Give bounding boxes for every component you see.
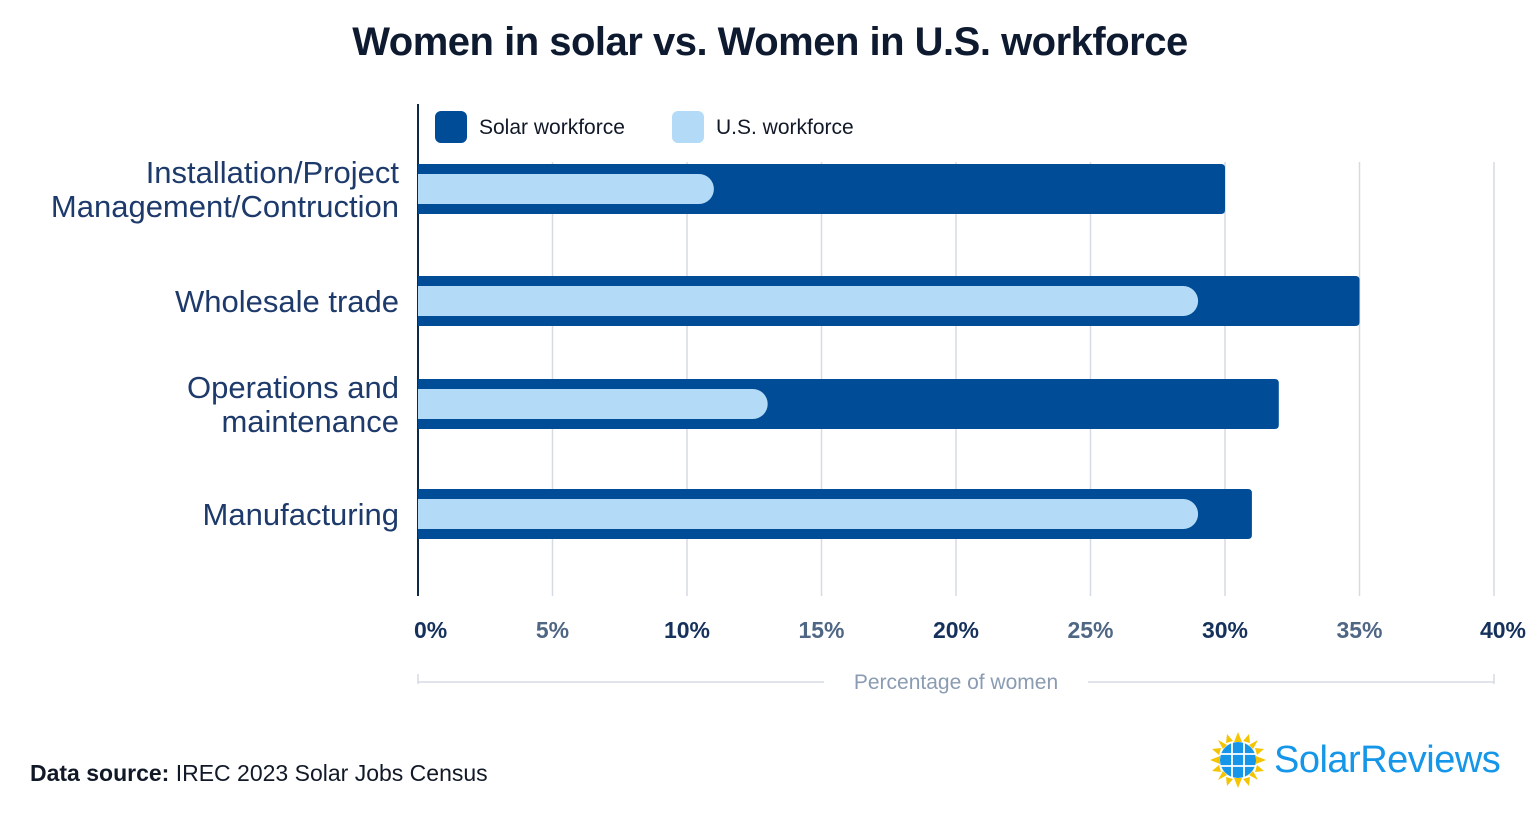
legend: Solar workforce U.S. workforce: [435, 111, 854, 143]
data-source-text: IREC 2023 Solar Jobs Census: [175, 760, 488, 786]
x-tick-label: 5%: [536, 617, 569, 643]
legend-swatch: [435, 111, 467, 143]
data-source-label: Data source:: [30, 760, 170, 786]
category-label: Wholesale trade: [175, 284, 399, 319]
legend-label: Solar workforce: [479, 116, 625, 139]
brand-name: SolarReviews: [1274, 738, 1501, 781]
brand-logo: SolarReviews: [1208, 728, 1501, 792]
x-tick-label: 0%: [414, 617, 447, 643]
data-source: Data source: IREC 2023 Solar Jobs Census: [30, 760, 488, 787]
x-tick-label: 10%: [664, 617, 710, 643]
x-tick-label: 40%: [1480, 617, 1526, 643]
x-tick-label: 30%: [1202, 617, 1248, 643]
bars: [418, 164, 1360, 539]
category-label: Manufacturing: [203, 497, 399, 532]
x-tick-label: 20%: [933, 617, 979, 643]
category-label: Operations and maintenance: [187, 370, 399, 439]
x-axis-title: Percentage of women: [854, 671, 1058, 694]
x-axis-title-group: Percentage of women: [417, 671, 1495, 694]
legend-label: U.S. workforce: [716, 116, 854, 139]
x-tick-label: 25%: [1067, 617, 1113, 643]
legend-swatch: [672, 111, 704, 143]
category-labels: Installation/Project Management/Contructi…: [51, 155, 399, 532]
bar-us-workforce: [418, 499, 1199, 529]
bar-us-workforce: [418, 174, 714, 204]
x-tick-labels: 0% 5% 10% 15% 20% 25% 30% 35% 40%: [414, 617, 1526, 643]
solar-panel-sun-icon: [1210, 732, 1266, 788]
category-label: Installation/Project Management/Contructi…: [51, 155, 399, 224]
bar-us-workforce: [418, 389, 768, 419]
bar-us-workforce: [418, 286, 1199, 316]
chart-title: Women in solar vs. Women in U.S. workfor…: [352, 20, 1188, 64]
x-tick-label: 35%: [1336, 617, 1382, 643]
x-tick-label: 15%: [798, 617, 844, 643]
